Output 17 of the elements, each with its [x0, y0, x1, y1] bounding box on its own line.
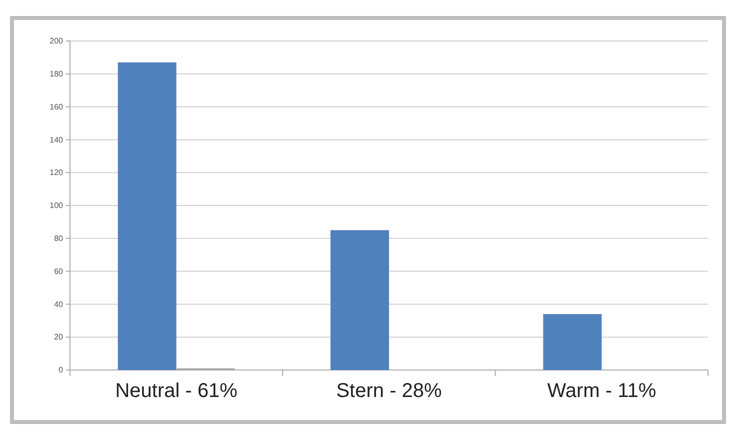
y-tick-label: 160	[50, 102, 64, 112]
y-tick-label: 120	[50, 168, 64, 178]
y-tick-label: 40	[54, 300, 64, 309]
bar	[543, 314, 602, 370]
x-tick-label: Neutral - 61%	[115, 380, 238, 402]
x-tick-label: Warm - 11%	[547, 380, 656, 402]
y-tick-label: 200	[50, 36, 64, 46]
bar	[118, 62, 176, 370]
y-tick-label: 180	[50, 69, 64, 78]
y-tick-label: 20	[54, 332, 64, 342]
y-tick-label: 60	[54, 266, 64, 276]
y-tick-label: 100	[50, 201, 64, 210]
y-tick-label: 140	[50, 135, 64, 144]
bar	[330, 230, 389, 370]
y-tick-label: 0	[58, 366, 64, 375]
y-tick-label: 80	[54, 234, 64, 243]
x-tick-label: Stern - 28%	[336, 380, 442, 402]
